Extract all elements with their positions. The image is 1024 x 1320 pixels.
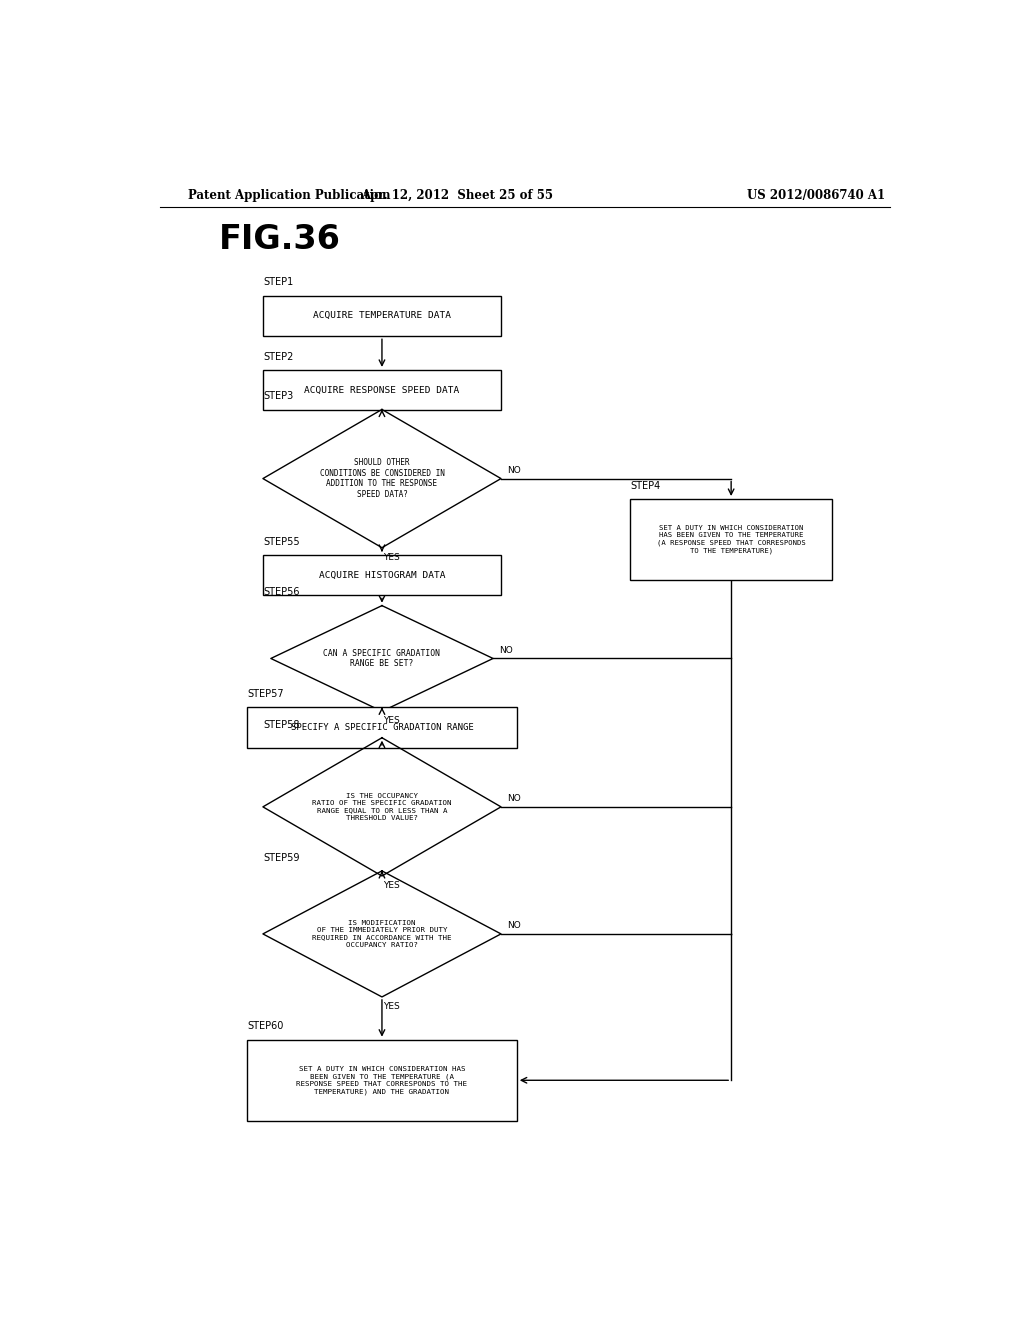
- FancyBboxPatch shape: [263, 370, 501, 411]
- Text: STEP56: STEP56: [263, 587, 299, 598]
- Text: SET A DUTY IN WHICH CONSIDERATION HAS
BEEN GIVEN TO THE TEMPERATURE (A
RESPONSE : SET A DUTY IN WHICH CONSIDERATION HAS BE…: [297, 1065, 467, 1096]
- Text: STEP3: STEP3: [263, 391, 293, 401]
- Text: NO: NO: [507, 466, 521, 475]
- Text: STEP59: STEP59: [263, 853, 299, 863]
- Text: NO: NO: [500, 645, 513, 655]
- Text: STEP1: STEP1: [263, 277, 293, 288]
- Text: ACQUIRE RESPONSE SPEED DATA: ACQUIRE RESPONSE SPEED DATA: [304, 385, 460, 395]
- Text: STEP4: STEP4: [630, 480, 660, 491]
- FancyBboxPatch shape: [247, 1040, 517, 1121]
- Text: YES: YES: [383, 717, 399, 726]
- FancyBboxPatch shape: [263, 554, 501, 595]
- Text: SHOULD OTHER
CONDITIONS BE CONSIDERED IN
ADDITION TO THE RESPONSE
SPEED DATA?: SHOULD OTHER CONDITIONS BE CONSIDERED IN…: [319, 458, 444, 499]
- Text: YES: YES: [383, 1002, 399, 1011]
- Text: IS MODIFICATION
OF THE IMMEDIATELY PRIOR DUTY
REQUIRED IN ACCORDANCE WITH THE
OC: IS MODIFICATION OF THE IMMEDIATELY PRIOR…: [312, 920, 452, 948]
- FancyBboxPatch shape: [630, 499, 833, 581]
- Text: ACQUIRE HISTOGRAM DATA: ACQUIRE HISTOGRAM DATA: [318, 570, 445, 579]
- Text: STEP55: STEP55: [263, 537, 300, 546]
- Text: FIG.36: FIG.36: [219, 223, 341, 256]
- Text: STEP57: STEP57: [247, 689, 284, 700]
- Text: CAN A SPECIFIC GRADATION
RANGE BE SET?: CAN A SPECIFIC GRADATION RANGE BE SET?: [324, 648, 440, 668]
- Text: SET A DUTY IN WHICH CONSIDERATION
HAS BEEN GIVEN TO THE TEMPERATURE
(A RESPONSE : SET A DUTY IN WHICH CONSIDERATION HAS BE…: [656, 525, 806, 554]
- Text: Patent Application Publication: Patent Application Publication: [187, 189, 390, 202]
- Text: YES: YES: [383, 880, 399, 890]
- FancyBboxPatch shape: [247, 708, 517, 748]
- Text: IS THE OCCUPANCY
RATIO OF THE SPECIFIC GRADATION
RANGE EQUAL TO OR LESS THAN A
T: IS THE OCCUPANCY RATIO OF THE SPECIFIC G…: [312, 793, 452, 821]
- Text: STEP58: STEP58: [263, 719, 299, 730]
- Text: STEP2: STEP2: [263, 351, 293, 362]
- Text: ACQUIRE TEMPERATURE DATA: ACQUIRE TEMPERATURE DATA: [313, 312, 451, 321]
- Text: YES: YES: [383, 553, 399, 562]
- FancyBboxPatch shape: [263, 296, 501, 337]
- Text: US 2012/0086740 A1: US 2012/0086740 A1: [748, 189, 885, 202]
- Text: NO: NO: [507, 795, 521, 804]
- Text: STEP60: STEP60: [247, 1022, 284, 1031]
- Text: Apr. 12, 2012  Sheet 25 of 55: Apr. 12, 2012 Sheet 25 of 55: [361, 189, 553, 202]
- Text: NO: NO: [507, 921, 521, 931]
- Text: SPECIFY A SPECIFIC GRADATION RANGE: SPECIFY A SPECIFIC GRADATION RANGE: [291, 723, 473, 733]
